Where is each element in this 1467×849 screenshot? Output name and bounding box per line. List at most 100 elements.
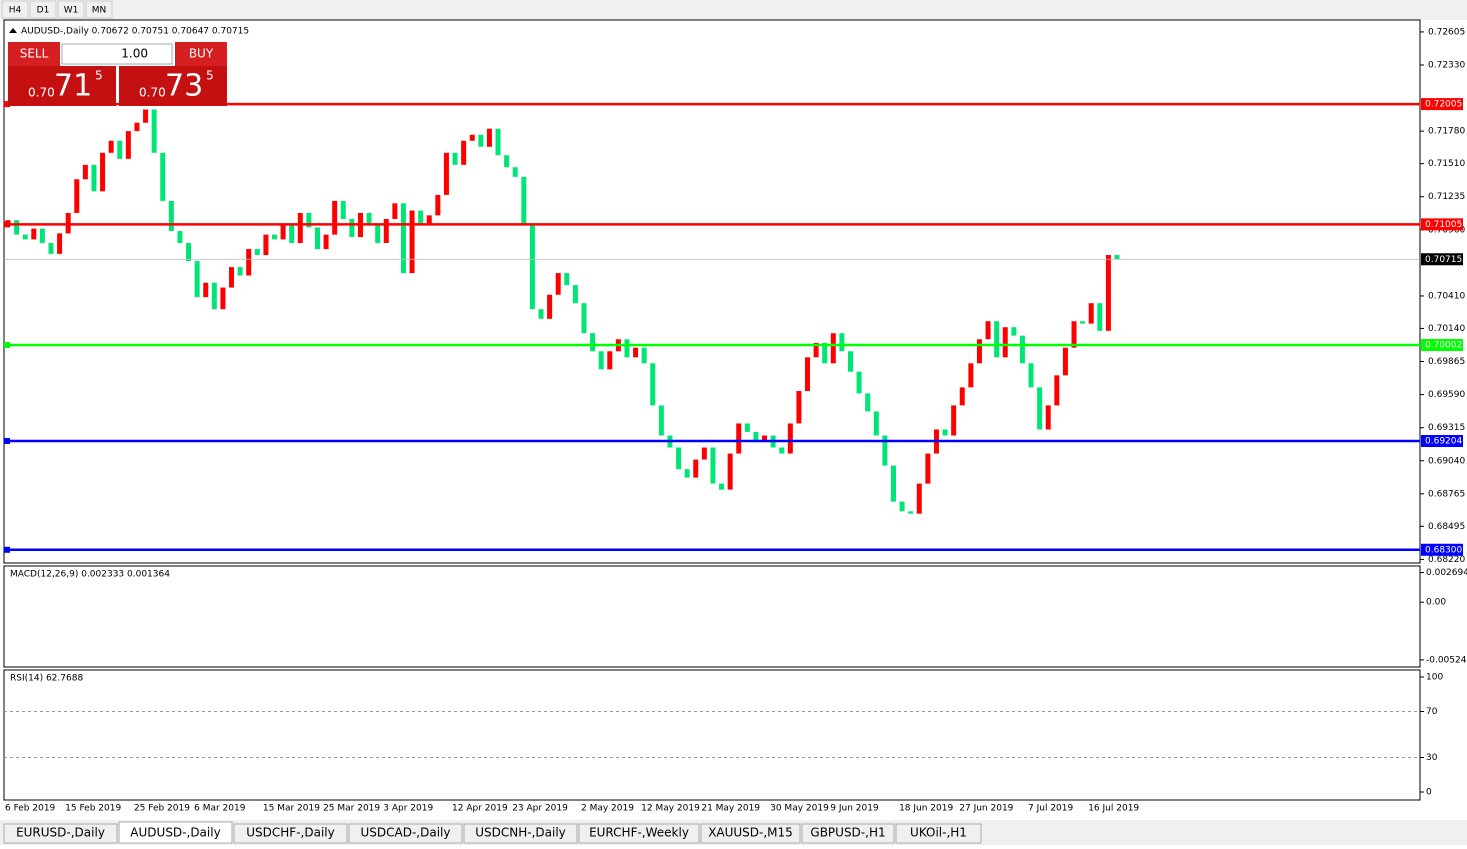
chart-tab[interactable]: [700, 823, 801, 844]
current-price-tag: [1421, 253, 1463, 266]
level-handle[interactable]: [4, 221, 10, 228]
candle: [1054, 375, 1060, 406]
candle: [847, 351, 853, 372]
y-tick-label: 100: [1426, 673, 1443, 683]
timeframe-label[interactable]: D1: [37, 6, 50, 16]
timeframe-label[interactable]: H4: [9, 6, 22, 16]
candle: [220, 287, 226, 310]
chart-tab-label[interactable]: AUDUSD-,Daily: [130, 826, 220, 840]
level-tag: [1421, 339, 1463, 352]
x-tick-label: 18 Jun 2019: [899, 804, 953, 814]
chart-tab-label[interactable]: EURCHF-,Weekly: [589, 826, 689, 840]
level-tag: [1421, 98, 1463, 111]
x-tick-label: 7 Jul 2019: [1028, 804, 1073, 814]
candle: [263, 234, 269, 256]
candle: [1045, 405, 1051, 430]
candle: [229, 267, 235, 288]
candle: [400, 203, 406, 274]
timeframe-button[interactable]: [85, 0, 113, 19]
sell-label[interactable]: SELL: [20, 47, 49, 61]
x-tick-label: 27 Jun 2019: [959, 804, 1013, 814]
candle: [31, 228, 37, 240]
candle: [151, 109, 157, 153]
chart-tab[interactable]: [348, 823, 463, 844]
candle: [762, 435, 768, 442]
candle: [254, 249, 260, 256]
volume-box[interactable]: [61, 43, 173, 65]
candle: [830, 333, 836, 364]
candle: [22, 234, 28, 240]
candle: [426, 215, 432, 225]
y-tick-label: 0.68765: [1428, 489, 1465, 499]
chart-tab-label[interactable]: GBPUSD-,H1: [810, 826, 885, 840]
timeframe-button[interactable]: [57, 0, 85, 19]
chart-tab[interactable]: [895, 823, 982, 844]
chart-tab-label[interactable]: USDCAD-,Daily: [361, 826, 451, 840]
chart-tab-label[interactable]: XAUUSD-,M15: [708, 826, 793, 840]
chart-tab[interactable]: [3, 823, 118, 844]
ask-price-big: 0.70: [139, 86, 166, 100]
x-tick-label: 12 May 2019: [641, 804, 700, 814]
timeframe-label[interactable]: W1: [64, 6, 79, 16]
candle: [160, 152, 166, 201]
y-tick-label: 0.69865: [1428, 357, 1465, 367]
candle: [676, 447, 682, 470]
buy-button[interactable]: [175, 42, 227, 66]
candle: [452, 152, 458, 165]
y-tick-label: 0.72330: [1428, 60, 1465, 70]
y-tick-label: 0: [1426, 788, 1432, 798]
chart-tab-label[interactable]: EURUSD-,Daily: [16, 826, 105, 840]
chart-tab[interactable]: [578, 823, 700, 844]
level-handle[interactable]: [4, 342, 10, 349]
candle: [641, 347, 647, 364]
y-tick-label: 0.71780: [1428, 127, 1465, 137]
candle: [91, 164, 97, 192]
candle: [469, 134, 475, 141]
candle: [1097, 303, 1103, 331]
candle: [899, 501, 905, 512]
timeframe-button[interactable]: [1, 0, 29, 19]
timeframe-label[interactable]: MN: [92, 6, 107, 16]
candle: [332, 200, 338, 235]
candle: [564, 273, 570, 286]
y-tick-label: 0.002694: [1426, 568, 1467, 578]
candle: [82, 164, 88, 180]
collapse-icon[interactable]: [9, 28, 17, 33]
candle: [1080, 321, 1086, 324]
candle: [736, 423, 742, 454]
x-tick-label: 15 Mar 2019: [263, 804, 320, 814]
candle: [598, 351, 604, 370]
candle: [796, 390, 802, 424]
bid-price-main: 71: [54, 69, 92, 104]
timeframe-button[interactable]: [29, 0, 57, 19]
y-tick-label: 0.68220: [1428, 555, 1465, 565]
bid-price-big: 0.70: [28, 86, 55, 100]
candle: [117, 140, 123, 159]
chart-tab[interactable]: [801, 823, 895, 844]
level-label: 0.71005: [1425, 220, 1462, 230]
candle: [435, 194, 441, 216]
chart-tab[interactable]: [118, 821, 233, 844]
candle: [194, 261, 200, 298]
candle: [306, 212, 312, 228]
volume-value[interactable]: 1.00: [121, 47, 148, 61]
ask-price-box[interactable]: [119, 66, 227, 106]
candle: [1114, 255, 1120, 260]
chart-tab-label[interactable]: USDCNH-,Daily: [475, 826, 566, 840]
candle: [349, 218, 355, 238]
candle: [538, 309, 544, 319]
chart-tab[interactable]: [463, 823, 578, 844]
candle: [753, 431, 759, 442]
sell-button[interactable]: [8, 42, 60, 66]
candle: [289, 224, 295, 244]
buy-label[interactable]: BUY: [189, 47, 214, 61]
chart-tab[interactable]: [233, 823, 348, 844]
chart-tab-label[interactable]: USDCHF-,Daily: [246, 826, 334, 840]
level-handle[interactable]: [4, 101, 10, 108]
rsi-label: RSI(14) 62.7688: [10, 674, 83, 684]
level-handle[interactable]: [4, 546, 10, 553]
candle: [443, 152, 449, 195]
chart-tab-label[interactable]: UKOil-,H1: [910, 826, 967, 840]
bid-price-box[interactable]: [8, 66, 116, 106]
level-handle[interactable]: [4, 438, 10, 445]
